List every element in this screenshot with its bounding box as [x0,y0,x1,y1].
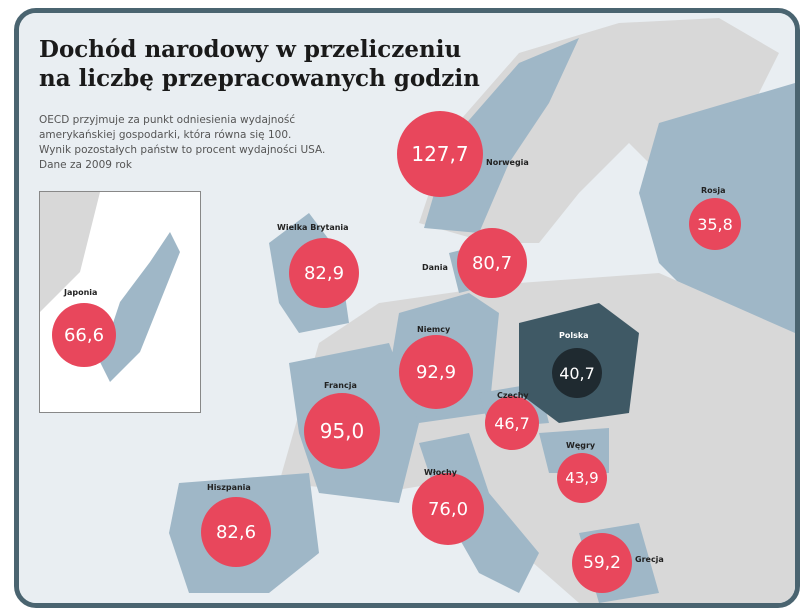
bubble-norway: 127,7 [397,111,483,197]
label-czechia: Czechy [497,391,529,400]
bubble-japan: 66,6 [52,303,116,367]
description: OECD przyjmuje za punkt odniesienia wyda… [39,113,379,173]
bubble-poland: 40,7 [552,348,602,398]
label-japan: Japonia [64,288,98,297]
bubble-spain: 82,6 [201,497,271,567]
label-greece: Grecja [635,555,664,564]
japan-inset [39,191,201,413]
bubble-italy: 76,0 [412,473,484,545]
bubble-germany: 92,9 [399,335,473,409]
label-hungary: Węgry [566,441,596,450]
label-france: Francja [324,381,357,390]
label-poland: Polska [559,331,589,340]
bubble-france: 95,0 [304,393,380,469]
description-line: amerykańskiej gospodarki, która równa si… [39,129,292,141]
infographic-frame: Dochód narodowy w przeliczeniu na liczbę … [14,8,800,608]
label-spain: Hiszpania [207,483,251,492]
bubble-uk: 82,9 [289,238,359,308]
bubble-russia: 35,8 [689,198,741,250]
description-line: Wynik pozostałych państw to procent wyda… [39,144,326,156]
label-norway: Norwegia [486,158,529,167]
label-uk: Wielka Brytania [277,223,349,232]
bubble-greece: 59,2 [572,533,632,593]
bubble-czechia: 46,7 [485,396,539,450]
page-title: Dochód narodowy w przeliczeniu na liczbę … [39,35,480,93]
label-denmark: Dania [422,263,448,272]
description-line: Dane za 2009 rok [39,159,132,171]
description-line: OECD przyjmuje za punkt odniesienia wyda… [39,114,296,126]
land-scandinavia [419,18,779,243]
title-line: Dochód narodowy w przeliczeniu [39,36,462,63]
label-italy: Włochy [424,468,457,477]
label-russia: Rosja [701,186,726,195]
label-germany: Niemcy [417,325,451,334]
bubble-hungary: 43,9 [557,453,607,503]
country-japan [100,232,180,382]
bubble-denmark: 80,7 [457,228,527,298]
title-line: na liczbę przepracowanych godzin [39,65,480,92]
